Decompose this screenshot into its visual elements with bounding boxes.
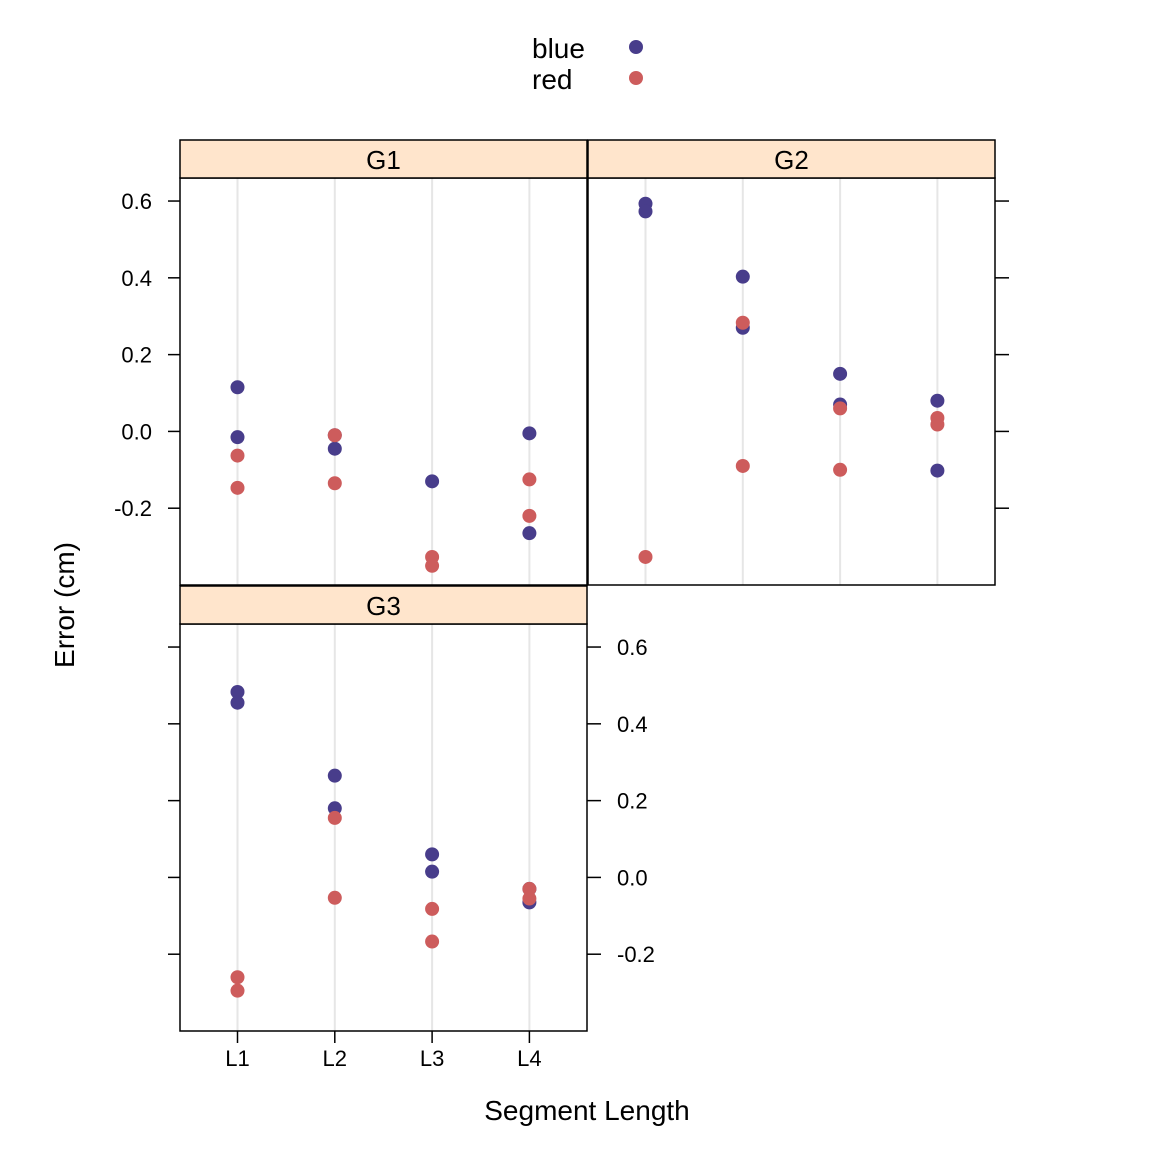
- point-g3-red-l1-0: [230, 970, 245, 985]
- strip-label-g3: G3: [366, 591, 401, 621]
- strip: [179, 139, 588, 179]
- y-tick-0.6-label: 0.6: [617, 635, 648, 660]
- y-tick-0.0-label: 0.0: [121, 419, 152, 444]
- panel-g2: G2: [587, 139, 1009, 586]
- point-g2-red-l1-0: [638, 549, 653, 564]
- point-g3-red-l1-1: [230, 983, 245, 998]
- y-tick-0.2-label: 0.2: [121, 343, 152, 368]
- y-tick--0.2-label: -0.2: [617, 942, 655, 967]
- point-g2-blue-l2-2: [735, 269, 750, 284]
- y-tick-0.4-label: 0.4: [121, 266, 152, 291]
- strip: [587, 139, 996, 179]
- point-g3-blue-l2-3: [327, 801, 342, 816]
- point-g1-red-l2-3: [327, 476, 342, 491]
- point-g2-blue-l1-1: [638, 204, 653, 219]
- y-tick-0.4-label: 0.4: [617, 712, 648, 737]
- point-g1-red-l1-0: [230, 448, 245, 463]
- panel-frame: [587, 177, 996, 586]
- point-g1-red-l4-6: [522, 472, 537, 487]
- point-g2-red-l3-3: [833, 401, 848, 416]
- point-g3-red-l4-6: [522, 881, 537, 896]
- x-axis-title: Segment Length: [484, 1095, 690, 1126]
- point-g3-blue-l1-1: [230, 695, 245, 710]
- x-tick-label-l2: L2: [323, 1046, 347, 1071]
- point-g1-blue-l4-6: [522, 526, 537, 541]
- y-tick-0.6-label: 0.6: [121, 189, 152, 214]
- point-g2-blue-l4-7: [930, 463, 945, 478]
- strip-label-g1: G1: [366, 145, 401, 175]
- point-g3-blue-l2-2: [327, 768, 342, 783]
- x-tick-label-l1: L1: [225, 1046, 249, 1071]
- point-g1-red-l3-5: [425, 558, 440, 573]
- point-g3-red-l3-4: [425, 901, 440, 916]
- strip: [179, 585, 588, 625]
- point-g1-red-l4-7: [522, 508, 537, 523]
- panel-g3: G3 -0.2 0.0 0.2 0.4 0.6 L1 L2 L3 L4: [168, 585, 655, 1071]
- point-g1-red-l1-1: [230, 480, 245, 495]
- point-g3-blue-l3-5: [425, 864, 440, 879]
- point-g3-red-l2-2: [327, 810, 342, 825]
- point-g2-red-l2-1: [735, 315, 750, 330]
- point-g2-blue-l4-6: [930, 393, 945, 408]
- panel-g1: G1 -0.2 0.0 0.2 0.4 0.6: [114, 139, 588, 586]
- y-axis-title: Error (cm): [49, 542, 80, 668]
- x-tick-label-l4: L4: [517, 1046, 541, 1071]
- point-g3-red-l3-5: [425, 934, 440, 949]
- point-g1-blue-l2-2: [327, 441, 342, 456]
- y-tick-0.0-label: 0.0: [617, 865, 648, 890]
- point-g1-blue-l1-1: [230, 430, 245, 445]
- legend-label-red: red: [532, 64, 572, 95]
- point-g3-red-l2-3: [327, 890, 342, 905]
- point-g2-red-l3-4: [833, 462, 848, 477]
- legend: blue red: [532, 33, 643, 95]
- point-g3-red-l4-7: [522, 891, 537, 906]
- legend-marker-blue: [629, 40, 643, 54]
- point-g3-blue-l1-0: [230, 684, 245, 699]
- point-g1-red-l2-2: [327, 428, 342, 443]
- x-tick-label-l3: L3: [420, 1046, 444, 1071]
- point-g1-blue-l4-5: [522, 426, 537, 441]
- point-g2-red-l4-6: [930, 417, 945, 432]
- point-g2-blue-l3-4: [833, 366, 848, 381]
- point-g3-blue-l3-4: [425, 847, 440, 862]
- y-tick-0.2-label: 0.2: [617, 789, 648, 814]
- panel-frame: [179, 623, 588, 1032]
- legend-label-blue: blue: [532, 33, 585, 64]
- point-g2-red-l2-2: [735, 458, 750, 473]
- point-g1-blue-l3-4: [425, 474, 440, 489]
- point-g1-blue-l1-0: [230, 380, 245, 395]
- strip-label-g2: G2: [774, 145, 809, 175]
- legend-marker-red: [629, 71, 643, 85]
- panels: G1 -0.2 0.0 0.2 0.4 0.6 G2 G3 -0.2 0.0 0.2 0.4 0.6 L1…: [114, 139, 1009, 1071]
- y-tick--0.2-label: -0.2: [114, 496, 152, 521]
